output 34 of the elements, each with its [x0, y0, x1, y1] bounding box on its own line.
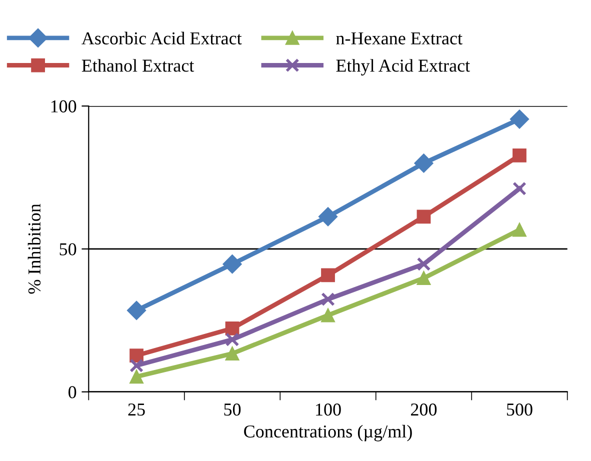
point [321, 268, 335, 282]
y-axis-title: % Inhibition [28, 204, 41, 294]
point [222, 254, 242, 274]
y-tick-label: 50 [60, 243, 76, 256]
point [225, 346, 240, 360]
point [225, 321, 240, 336]
x-tick-label: 50 [224, 403, 241, 416]
point [321, 292, 335, 306]
x-tick-label: 500 [506, 403, 532, 416]
point [225, 332, 240, 346]
legend-label: Ethanol Extract [82, 59, 194, 72]
point [130, 358, 144, 372]
x-tick-label: 25 [128, 404, 145, 416]
point [130, 348, 144, 362]
y-tick-label: 100 [51, 100, 76, 112]
point [512, 148, 526, 162]
x-tick-label: 200 [411, 403, 437, 416]
point [416, 271, 431, 286]
point [414, 154, 434, 173]
y-tick-label: 0 [68, 386, 76, 398]
point [512, 182, 526, 196]
point [416, 257, 431, 272]
point [416, 210, 431, 224]
point [321, 308, 335, 322]
point [126, 300, 146, 320]
x-tick-label: 100 [316, 403, 341, 416]
legend-label: n-Hexane Extract [336, 32, 462, 44]
point [510, 110, 530, 129]
point [130, 370, 144, 384]
legend-label: Ethyl Acid Extract [336, 59, 470, 76]
point [318, 207, 338, 226]
legend-label: Ascorbic Acid Extract [82, 32, 242, 44]
x-axis-title: Concentrations (µg/ml) [244, 424, 412, 442]
point [512, 222, 526, 237]
